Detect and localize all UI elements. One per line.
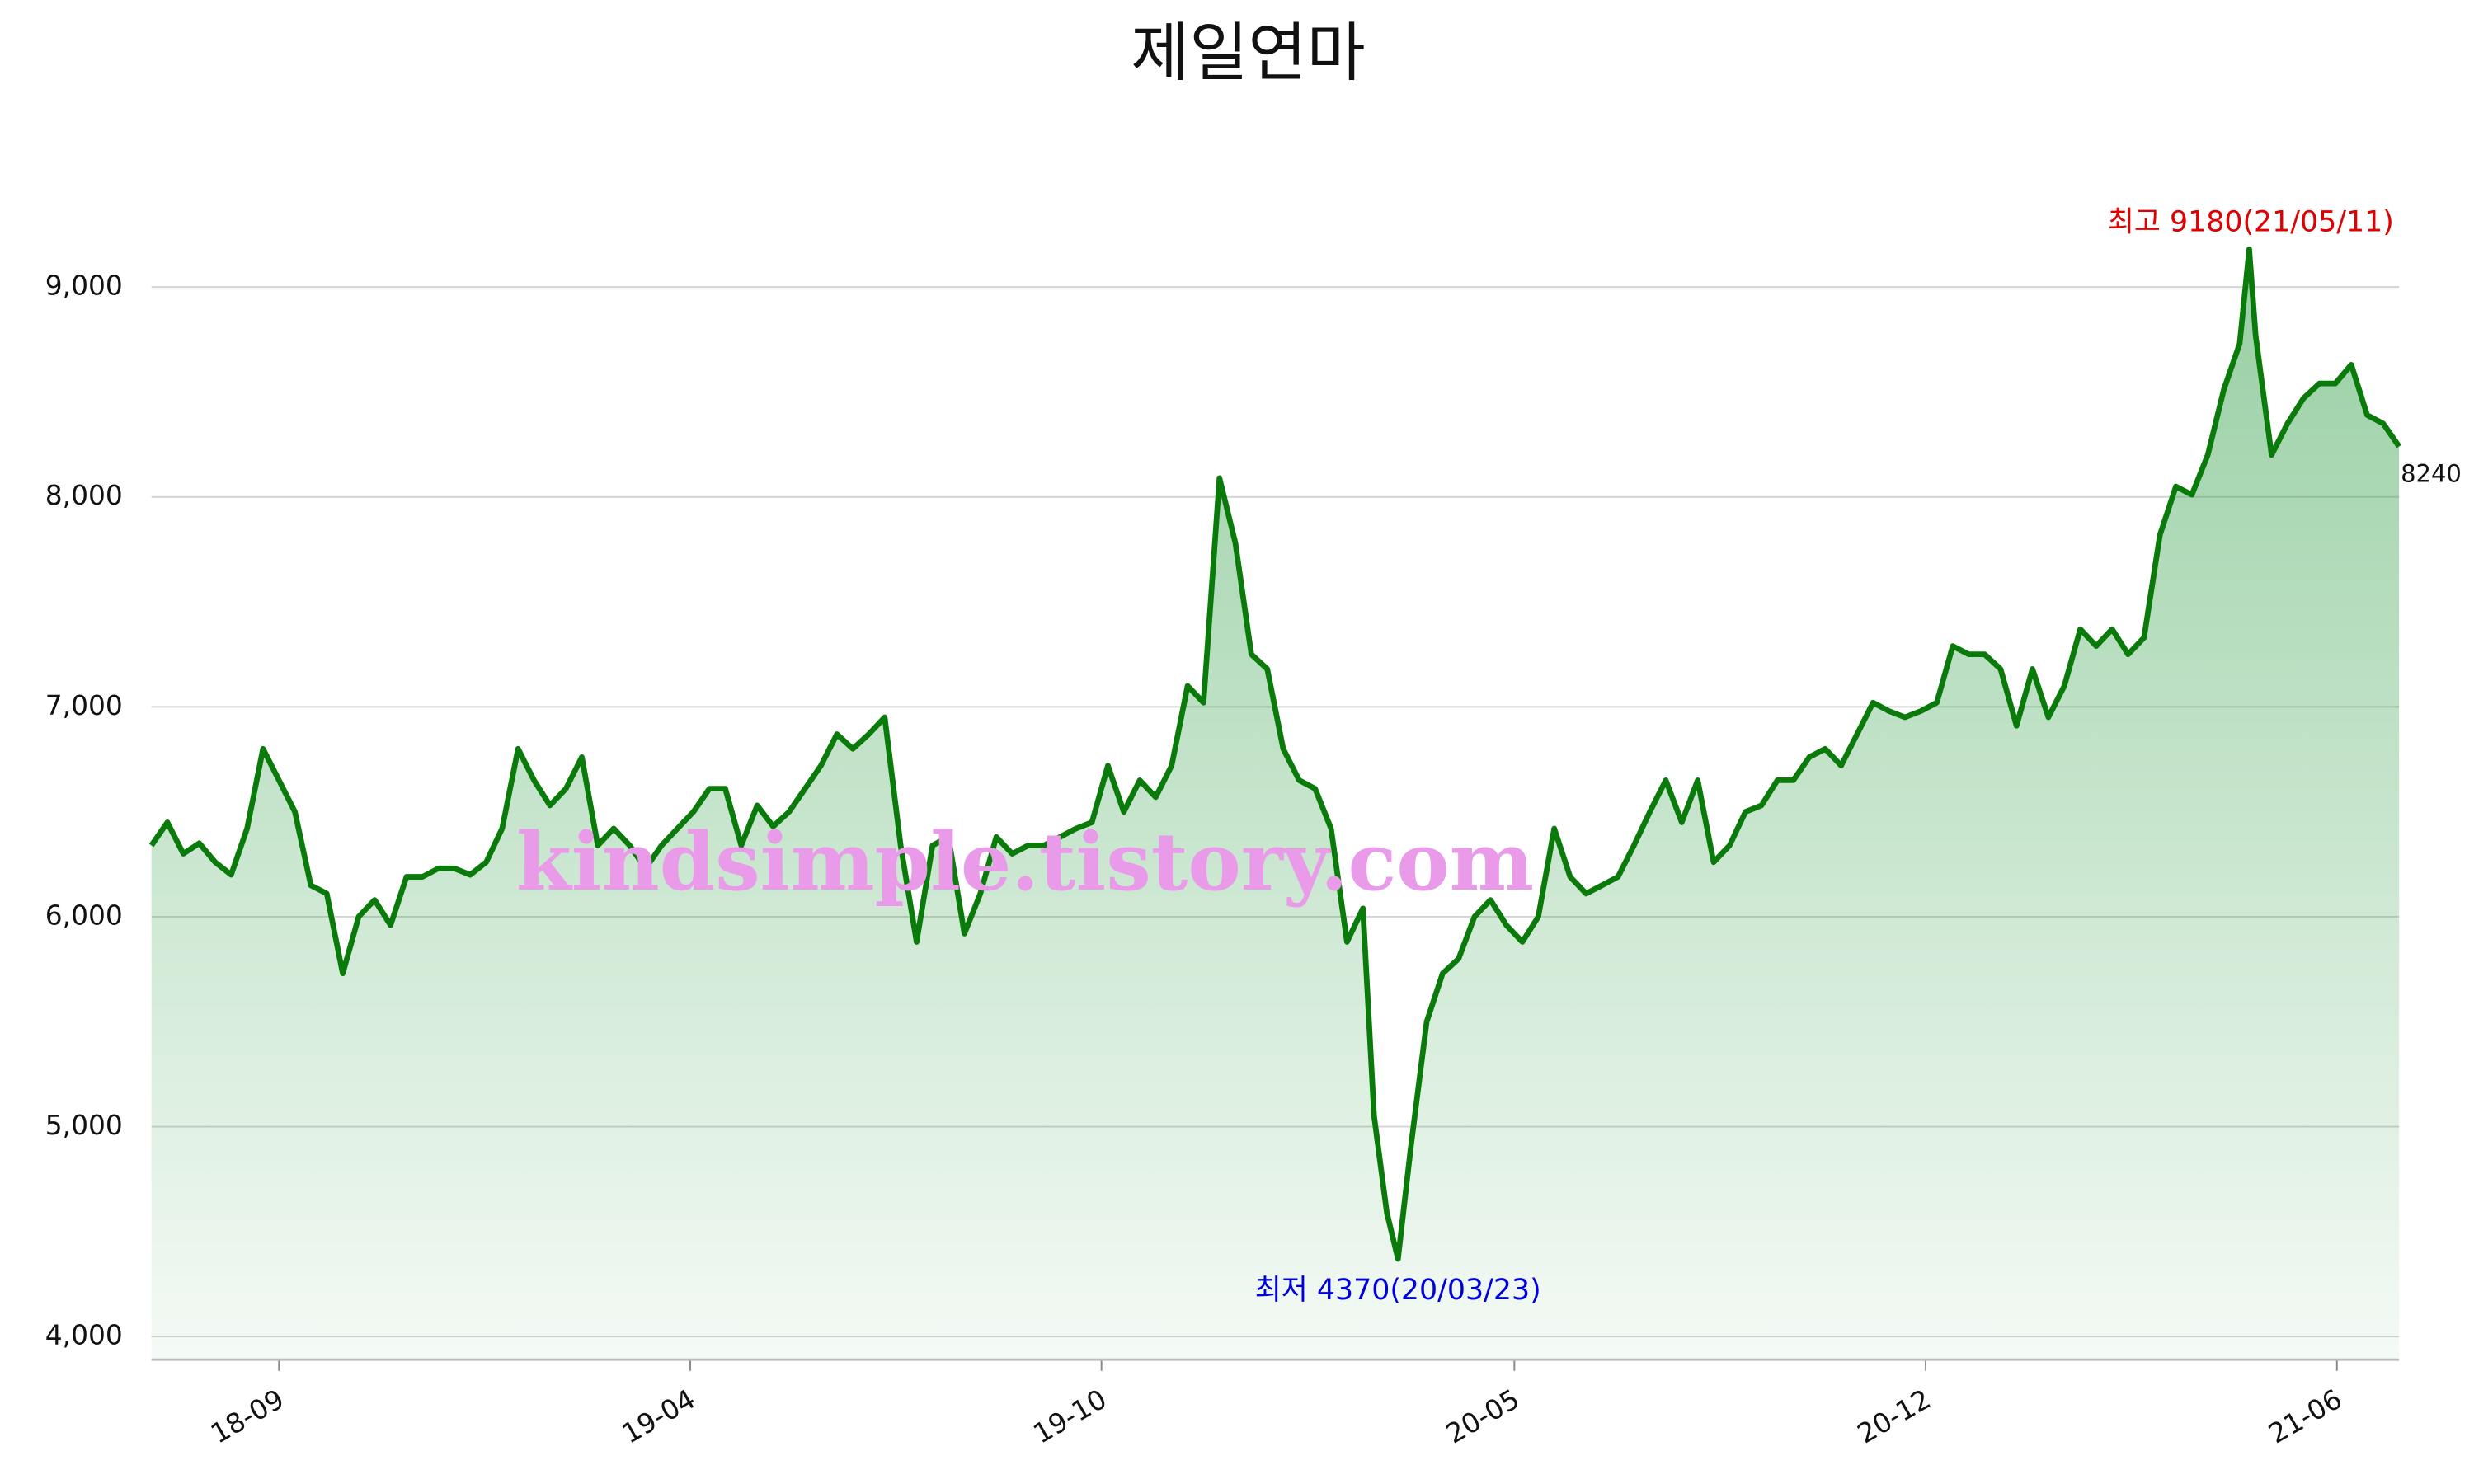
low-annotation: 최저 4370(20/03/23) bbox=[1255, 1274, 1541, 1307]
x-tick-label: 18-09 bbox=[205, 1383, 289, 1450]
x-tick-label: 20-05 bbox=[1441, 1383, 1525, 1450]
last-value-label: 8240 bbox=[2401, 459, 2462, 487]
y-tick-label: 5,000 bbox=[45, 1109, 123, 1141]
price-line bbox=[148, 247, 2401, 1262]
y-tick-label: 9,000 bbox=[45, 270, 123, 302]
chart-title: 제일연마 bbox=[1131, 16, 1365, 91]
x-tick-label: 19-10 bbox=[1028, 1383, 1112, 1450]
x-tick-label: 20-12 bbox=[1851, 1383, 1935, 1450]
y-tick-label: 6,000 bbox=[45, 899, 123, 931]
y-tick-label: 4,000 bbox=[45, 1319, 123, 1351]
x-tick-label: 19-04 bbox=[616, 1383, 700, 1450]
x-tick-label: 21-06 bbox=[2263, 1383, 2347, 1450]
y-tick-label: 8,000 bbox=[45, 479, 123, 511]
high-annotation: 최고 9180(21/05/11) bbox=[2108, 206, 2394, 239]
y-tick-label: 7,000 bbox=[45, 689, 123, 721]
area bbox=[151, 249, 2400, 1360]
watermark: kindsimple.tistory.com bbox=[516, 815, 1534, 909]
